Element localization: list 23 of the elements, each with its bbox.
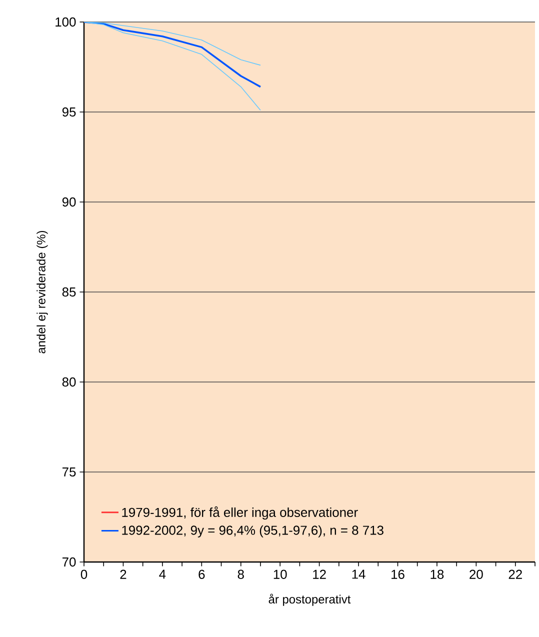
y-tick-label: 90	[62, 197, 76, 207]
x-tick-label: 12	[313, 570, 326, 579]
y-axis-title: andel ej reviderade (%)	[36, 230, 48, 354]
legend-label: 1992-2002, 9y = 96,4% (95,1-97,6), n = 8 713	[122, 525, 384, 538]
y-tick-label: 95	[62, 107, 76, 117]
x-tick-label: 2	[120, 570, 126, 579]
y-tick-label: 75	[62, 467, 76, 477]
y-tick-label: 70	[62, 557, 76, 567]
x-tick-label: 10	[274, 570, 287, 579]
x-tick-label: 14	[352, 570, 366, 579]
x-tick-label: 4	[159, 570, 166, 579]
x-tick-label: 22	[508, 570, 522, 579]
x-tick-label: 20	[470, 570, 483, 579]
x-tick-label: 16	[392, 570, 404, 579]
y-tick-label: 80	[62, 377, 76, 387]
x-tick-label: 0	[80, 570, 88, 579]
legend-label: 1979-1991, för få eller inga observationer	[122, 506, 358, 520]
x-tick-label: 6	[198, 570, 205, 579]
x-tick-label: 18	[430, 570, 444, 579]
x-tick-label: 8	[238, 570, 244, 579]
y-tick-label: 100	[56, 17, 76, 27]
y-tick-label: 85	[62, 287, 76, 297]
x-axis-title: år postoperativt	[268, 594, 351, 606]
